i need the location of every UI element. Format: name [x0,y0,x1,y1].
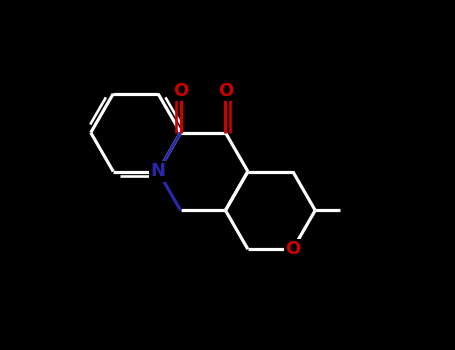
Text: O: O [218,82,233,100]
Text: O: O [285,240,300,258]
Text: O: O [173,82,188,100]
Text: N: N [151,162,166,181]
